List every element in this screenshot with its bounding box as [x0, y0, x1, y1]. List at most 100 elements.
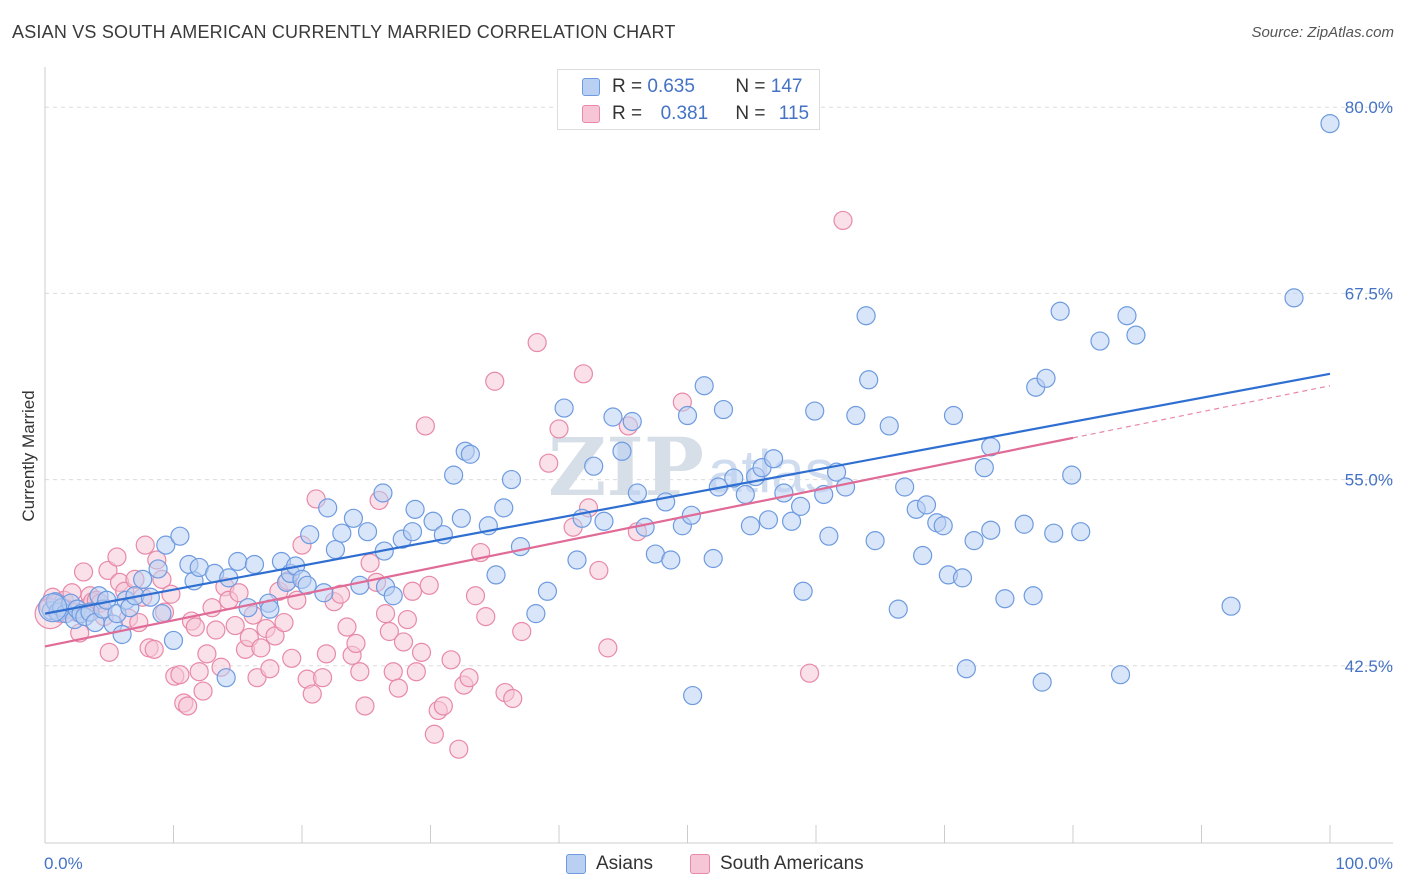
asian-point	[974, 458, 994, 478]
south-american-point	[589, 560, 609, 581]
asian-point	[228, 551, 248, 572]
asian-point	[859, 370, 879, 390]
asians-legend-label: Asians	[596, 853, 654, 874]
asian-point	[683, 685, 703, 706]
asian-point	[635, 517, 655, 537]
asian-point	[661, 550, 681, 570]
asian-point	[774, 483, 794, 503]
asian-point	[888, 599, 908, 619]
south-american-point	[135, 535, 155, 555]
n-label: N =	[735, 103, 766, 124]
asians-legend-swatch	[566, 854, 586, 874]
asian-point	[622, 411, 642, 432]
south-american-point	[485, 371, 505, 391]
south-american-point	[251, 638, 271, 658]
asian-point	[133, 569, 153, 589]
legend-row-south-americans: R = 0.381 N = 115	[582, 102, 809, 126]
south-americans-swatch	[582, 105, 600, 123]
asian-point	[163, 630, 184, 651]
asian-point	[805, 401, 825, 421]
x-tick-label: 100.0%	[1335, 854, 1393, 873]
asian-point	[383, 586, 403, 606]
south-american-point	[360, 553, 380, 573]
asian-point	[694, 376, 714, 396]
asian-point	[1036, 368, 1056, 388]
asian-point	[300, 525, 320, 545]
asian-point	[781, 511, 802, 531]
south-americans-legend-swatch	[690, 854, 710, 874]
asian-point	[148, 559, 168, 579]
south-american-point	[170, 665, 190, 685]
asian-point	[981, 520, 1001, 540]
south-american-point	[73, 562, 94, 582]
asian-point	[916, 495, 937, 515]
asian-point	[38, 593, 68, 623]
y-tick-label: 67.5%	[1345, 284, 1393, 303]
asian-point	[713, 399, 734, 420]
south-american-point	[527, 332, 547, 353]
n-value: 115	[778, 103, 810, 124]
south-american-point	[503, 688, 523, 709]
south-american-point	[144, 639, 164, 659]
asian-point	[724, 468, 744, 488]
asian-point	[933, 516, 953, 536]
asian-point	[995, 589, 1015, 609]
asian-point	[152, 604, 172, 624]
asian-point	[402, 522, 423, 542]
south-american-point	[441, 650, 461, 670]
asian-point	[913, 545, 933, 566]
south-american-point	[107, 547, 127, 567]
south-american-point	[459, 668, 479, 688]
asian-point	[314, 583, 334, 603]
source-credit: Source: ZipAtlas.com	[1251, 24, 1394, 41]
south-american-point	[316, 644, 337, 664]
south-american-point	[265, 626, 285, 646]
south-american-point	[225, 615, 245, 636]
asian-point	[350, 575, 370, 595]
asian-point	[216, 668, 236, 688]
asian-point	[510, 537, 531, 557]
asian-point	[835, 477, 856, 497]
south-american-point	[197, 644, 217, 664]
asian-point	[943, 405, 964, 426]
south-american-point	[346, 633, 366, 654]
asian-point	[554, 398, 574, 418]
south-american-point	[833, 210, 853, 231]
x-tick-label: 0.0%	[44, 854, 83, 873]
asian-point	[856, 306, 876, 326]
asian-point	[584, 456, 604, 476]
asians-trend-line	[44, 372, 1331, 615]
south-american-point	[465, 586, 486, 606]
asian-point	[244, 554, 265, 575]
south-american-point	[549, 419, 569, 439]
trend-lines	[44, 372, 1331, 648]
watermark-zip: ZIP	[548, 420, 704, 514]
asian-point	[501, 469, 522, 490]
chart-title: ASIAN VS SOUTH AMERICAN CURRENTLY MARRIE…	[12, 22, 676, 42]
south-american-point	[185, 617, 205, 637]
south-american-point	[282, 648, 302, 668]
asian-point	[357, 522, 378, 542]
asian-point	[405, 499, 425, 519]
asian-point	[170, 526, 190, 546]
r-value: 0.381	[660, 103, 709, 124]
y-tick-label: 42.5%	[1345, 657, 1393, 676]
asian-point	[1126, 325, 1146, 345]
y-axis-title: Currently Married	[19, 390, 38, 521]
south-american-point	[393, 632, 414, 652]
asian-point	[332, 523, 352, 543]
south-american-point	[274, 612, 294, 633]
south-american-point	[337, 617, 357, 637]
asian-point	[740, 516, 761, 536]
south-american-point	[388, 678, 408, 698]
asian-point	[612, 441, 632, 461]
n-value: 147	[770, 76, 803, 97]
asian-point	[423, 511, 443, 531]
asian-point	[1110, 665, 1131, 685]
asian-point	[325, 539, 346, 560]
south-american-point	[98, 560, 118, 581]
south-american-point	[799, 663, 820, 683]
south-american-point	[383, 662, 403, 682]
south-american-point	[375, 604, 396, 624]
